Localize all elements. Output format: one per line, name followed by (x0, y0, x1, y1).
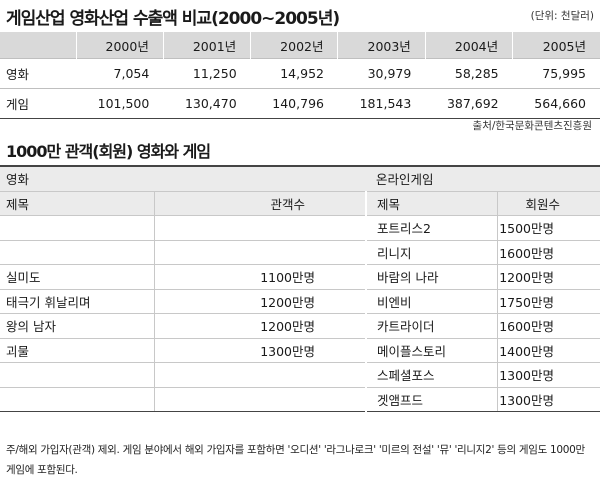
year-header: 2001년 (162, 32, 251, 59)
movie-title-cell: 태극기 휘날리며 (0, 288, 155, 314)
table-row: 겟앰프드 1300만명 (0, 386, 600, 412)
value-cell: 14,952 (250, 58, 338, 89)
table-row: 게임 101,500 130,470 140,796 181,543 387,6… (0, 88, 600, 119)
value-cell: 75,995 (512, 58, 600, 89)
audience-cell: 1300만명 (154, 337, 366, 363)
audience-cell: 1100만명 (154, 264, 366, 289)
game-title-cell: 스페셜포스 (365, 362, 498, 387)
members-cell: 1200만명 (497, 264, 600, 289)
members-cell: 1500만명 (497, 215, 600, 240)
year-header-row: 2000년 2001년 2002년 2003년 2004년 2005년 (0, 32, 600, 59)
footnote: 주/해외 가입자(관객) 제외. 게임 분야에서 해외 가입자를 포함하면 '오… (6, 444, 585, 476)
section-movie: 영화 (0, 165, 366, 191)
game-title-cell: 비엔비 (365, 288, 498, 314)
audience-cell (154, 239, 366, 265)
game-title-cell: 겟앰프드 (365, 386, 498, 412)
audience-cell: 1200만명 (154, 288, 366, 314)
year-header: 2000년 (75, 32, 164, 59)
table-row: 실미도 1100만명 바람의 나라 1200만명 (0, 264, 600, 289)
header-game-title: 제목 (365, 190, 498, 216)
section-game: 온라인게임 (366, 165, 600, 191)
table-row: 괴물 1300만명 메이플스토리 1400만명 (0, 337, 600, 363)
value-cell: 181,543 (337, 88, 426, 119)
column-header-row: 제목 관객수 제목 회원수 (0, 190, 600, 216)
movie-title-cell (0, 239, 155, 265)
audience-cell (154, 215, 366, 240)
members-cell: 1600만명 (497, 239, 600, 265)
value-cell: 101,500 (76, 88, 164, 119)
value-cell: 564,660 (512, 88, 600, 119)
audience-cell (154, 386, 366, 412)
section-row: 영화 온라인게임 (0, 165, 600, 191)
header-movie-title: 제목 (0, 190, 155, 216)
members-cell: 1300만명 (497, 386, 600, 412)
members-cell: 1750만명 (497, 288, 600, 314)
table-row: 스페셜포스 1300만명 (0, 362, 600, 387)
table-row: 리니지 1600만명 (0, 239, 600, 265)
movie-title-cell: 왕의 남자 (0, 313, 155, 338)
game-title-cell: 리니지 (365, 239, 498, 265)
value-cell: 11,250 (163, 58, 251, 89)
value-cell: 58,285 (425, 58, 513, 89)
export-title: 게임산업 영화산업 수출액 비교(2000~2005년) (6, 9, 340, 29)
row-label: 게임 (0, 88, 76, 119)
table-row: 왕의 남자 1200만명 카트라이더 1600만명 (0, 313, 600, 338)
hit-title: 1000만 관객(회원) 영화와 게임 (6, 142, 211, 161)
movie-title-cell (0, 386, 155, 412)
table-row: 포트리스2 1500만명 (0, 215, 600, 240)
audience-cell (154, 362, 366, 387)
year-header: 2004년 (424, 32, 513, 59)
year-header: 2005년 (512, 32, 600, 59)
movie-title-cell (0, 215, 155, 240)
header-members: 회원수 (497, 190, 600, 216)
audience-cell: 1200만명 (154, 313, 366, 338)
movie-title-cell: 실미도 (0, 264, 155, 289)
row-label: 영화 (0, 58, 76, 89)
source-label: 출처/한국문화콘텐츠진흥원 (472, 120, 592, 132)
year-header: 2002년 (250, 32, 338, 59)
value-cell: 30,979 (337, 58, 426, 89)
members-cell: 1400만명 (497, 337, 600, 363)
hit-comparison-table: 영화 온라인게임 제목 관객수 제목 회원수 포트리스2 1500만명 리니지 160… (0, 165, 600, 412)
movie-title-cell (0, 362, 155, 387)
members-cell: 1600만명 (497, 313, 600, 338)
export-comparison-table: 2000년 2001년 2002년 2003년 2004년 2005년 영화 7… (0, 32, 600, 119)
game-title-cell: 메이플스토리 (365, 337, 498, 363)
unit-label: (단위: 천달러) (530, 10, 594, 22)
value-cell: 130,470 (163, 88, 251, 119)
year-header: 2003년 (337, 32, 426, 59)
game-title-cell: 포트리스2 (365, 215, 498, 240)
value-cell: 387,692 (425, 88, 513, 119)
movie-title-cell: 괴물 (0, 337, 155, 363)
header-blank (0, 32, 76, 59)
value-cell: 7,054 (76, 58, 164, 89)
game-title-cell: 카트라이더 (365, 313, 498, 338)
game-title-cell: 바람의 나라 (365, 264, 498, 289)
table-row: 영화 7,054 11,250 14,952 30,979 58,285 75,… (0, 58, 600, 89)
members-cell: 1300만명 (497, 362, 600, 387)
header-audience: 관객수 (154, 190, 366, 216)
table-row: 태극기 휘날리며 1200만명 비엔비 1750만명 (0, 288, 600, 314)
value-cell: 140,796 (250, 88, 338, 119)
